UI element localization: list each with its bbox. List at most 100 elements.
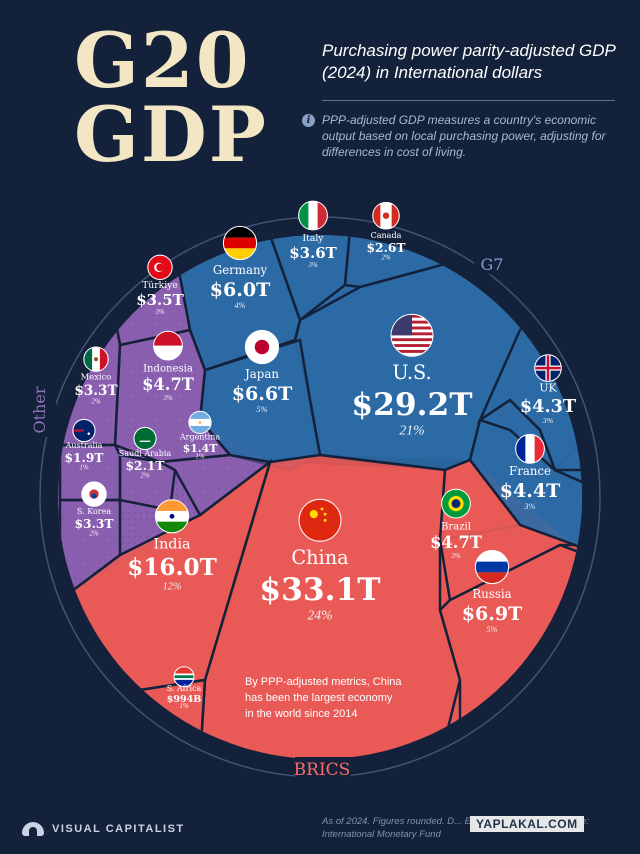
country-name-s-africa: S. Africa	[167, 684, 202, 693]
label-group-australia: Australia$1.9T1%	[65, 418, 104, 472]
country-share-uk: 3%	[542, 416, 554, 425]
label-group-italy: Italy$3.6T3%	[289, 200, 337, 269]
label-group-canada: Canada$2.6T2%	[367, 201, 406, 262]
south-korea-flag-icon	[81, 481, 107, 507]
label-group-uk: UK$4.3T3%	[520, 354, 576, 425]
country-value-s-africa: $994B	[167, 694, 202, 705]
country-share-germany: 4%	[234, 301, 245, 310]
country-value-japan: $6.6T	[232, 383, 293, 405]
other-label-bg	[34, 385, 56, 437]
india-flag-icon	[154, 499, 190, 534]
country-share-italy: 3%	[307, 261, 318, 269]
brics-label-bg	[295, 757, 351, 779]
country-value-indonesia: $4.7T	[142, 375, 194, 394]
country-share-russia: 5%	[486, 625, 497, 634]
definition-note: PPP-adjusted GDP measures a country's ec…	[322, 113, 606, 159]
country-value-brazil: $4.7T	[430, 533, 482, 552]
russia-flag-icon	[474, 549, 510, 585]
country-value-uk: $4.3T	[520, 396, 576, 417]
country-share-brazil: 3%	[450, 552, 461, 560]
mexico-flag-icon	[83, 346, 109, 372]
group-label-brics: BRICS	[294, 760, 351, 780]
saudi-arabia-flag-icon	[133, 426, 157, 451]
country-value-s-korea: $3.3T	[75, 517, 114, 531]
country-share-france: 3%	[523, 502, 535, 511]
g7-label-bg	[474, 252, 512, 274]
cell-canada	[325, 235, 463, 289]
country-value-u-s: $29.2T	[351, 387, 472, 423]
label-group-s-korea: S. Korea$3.3T2%	[75, 481, 114, 538]
country-value-argentina: $1.4T	[183, 442, 218, 455]
brazil-flag-icon	[441, 488, 471, 519]
country-share-s-korea: 2%	[89, 530, 99, 538]
country-name-italy: Italy	[302, 233, 324, 244]
title-line-2: GDP	[74, 90, 268, 179]
country-share-canada: 2%	[381, 254, 391, 262]
indonesia-flag-icon	[153, 330, 183, 361]
cell-brazil	[438, 458, 576, 602]
country-share-japan: 5%	[256, 405, 267, 414]
country-name-t-rkiye: Türkiye	[142, 280, 178, 291]
label-group-russia: Russia $6.9T5%	[462, 549, 523, 634]
country-value-australia: $1.9T	[65, 451, 104, 465]
country-name-china: China	[291, 546, 348, 569]
label-group-brazil: Brazil$4.7T3%	[430, 488, 482, 560]
label-group-t-rkiye: Türkiye$3.5T3%	[136, 254, 184, 316]
country-value-russia: $6.9T	[462, 603, 523, 625]
china-flag-icon	[298, 498, 342, 542]
country-name-indonesia: Indonesia	[143, 363, 193, 374]
country-value-italy: $3.6T	[289, 244, 337, 262]
chart-subtitle: Purchasing power parity-adjusted GDP (20…	[322, 41, 616, 82]
china-annotation: By PPP-adjusted metrics, China has been t…	[245, 676, 402, 720]
country-name-india: India	[153, 536, 191, 552]
turkiye-flag-icon	[147, 254, 173, 280]
country-share-china: 24%	[307, 607, 332, 622]
country-value-china: $33.1T	[259, 572, 380, 608]
us-flag-icon	[390, 313, 434, 357]
country-share-mexico: 2%	[91, 397, 101, 405]
country-name-saudi-arabia: Saudi Arabia	[119, 449, 172, 458]
uk-flag-icon	[534, 354, 562, 382]
country-name-mexico: Mexico	[81, 371, 112, 381]
title-line-1: G20	[74, 16, 251, 105]
labels-layer: U.S.$29.2T21%Japan$6.6T5%Germany$6.0T4%F…	[65, 200, 576, 720]
label-group-saudi-arabia: Saudi Arabia$2.1T2%	[119, 426, 172, 480]
canada-flag-icon	[372, 201, 400, 230]
country-name-uk: UK	[539, 382, 557, 395]
country-name-argentina: Argentina	[179, 433, 221, 442]
germany-flag-icon	[222, 225, 258, 261]
japan-flag-icon	[244, 329, 280, 365]
group-label-g7: G7	[481, 255, 504, 274]
label-group-france: France $4.4T3%	[500, 433, 560, 511]
country-value-t-rkiye: $3.5T	[136, 291, 184, 309]
label-group-mexico: Mexico $3.3T2%	[74, 346, 118, 405]
visual-capitalist-logo: VISUAL CAPITALIST	[22, 822, 185, 836]
source-note: As of 2024. Figures rounded. D... EU, or…	[322, 816, 589, 840]
country-name-brazil: Brazil	[441, 521, 471, 532]
header-divider	[322, 100, 615, 101]
argentina-flag-icon	[188, 410, 212, 434]
label-group-argentina: Argentina$1.4T1%	[179, 410, 221, 461]
page-title: G20 GDP	[74, 16, 304, 179]
cell-argentina	[155, 453, 274, 517]
italy-flag-icon	[298, 200, 328, 231]
info-icon: i	[302, 114, 315, 127]
country-value-india: $16.0T	[127, 554, 217, 581]
country-share-australia: 1%	[79, 464, 89, 472]
label-group-japan: Japan $6.6T5%	[232, 329, 293, 414]
logo-text: VISUAL CAPITALIST	[52, 823, 185, 835]
watermark: YAPLAKAL.COM	[470, 816, 584, 832]
country-name-france: France	[509, 464, 551, 478]
country-name-canada: Canada	[371, 231, 402, 240]
country-value-saudi-arabia: $2.1T	[126, 459, 165, 473]
country-value-canada: $2.6T	[367, 241, 406, 255]
country-name-u-s: U.S.	[392, 361, 431, 384]
country-name-japan: Japan	[244, 367, 279, 381]
france-flag-icon	[515, 433, 545, 464]
country-share-saudi-arabia: 2%	[140, 472, 150, 480]
country-share-argentina: 1%	[195, 453, 205, 461]
visual-capitalist-icon	[22, 822, 44, 836]
country-value-mexico: $3.3T	[74, 383, 117, 399]
